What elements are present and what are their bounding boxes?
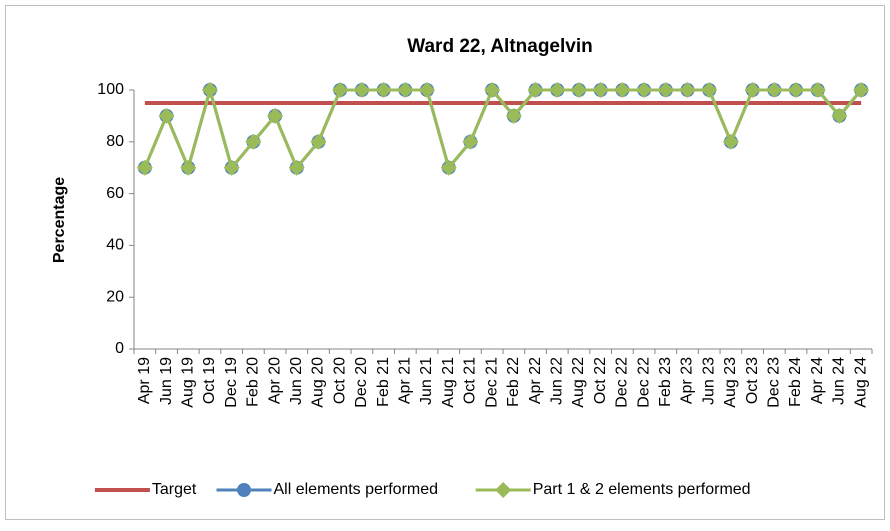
legend-label: Target (152, 481, 197, 498)
x-tick-label: Dec 20 (353, 357, 370, 408)
point (223, 159, 240, 176)
point (853, 82, 870, 98)
x-tick-label: Jun 23 (700, 357, 717, 405)
point (288, 159, 305, 176)
point (332, 82, 349, 98)
y-tick-label: 100 (97, 81, 124, 98)
point (527, 82, 544, 98)
x-tick-label: Dec 22 (635, 357, 652, 408)
legend-label: All elements performed (274, 481, 439, 498)
x-tick-label: Aug 20 (310, 357, 327, 408)
x-tick-label: Oct 20 (331, 357, 348, 404)
x-tick-label: Jun 19 (158, 357, 175, 405)
chart-title: Ward 22, Altnagelvin (407, 36, 592, 57)
x-tick-label: Dec 23 (766, 357, 783, 408)
x-tick-label: Feb 22 (505, 357, 522, 407)
x-tick-label: Oct 19 (201, 357, 218, 404)
x-tick-label: Aug 23 (722, 357, 739, 408)
point (788, 82, 805, 98)
series-line (143, 84, 863, 173)
point (744, 82, 761, 98)
legend-label: Part 1 & 2 elements performed (533, 481, 751, 498)
x-tick-label: Jun 24 (831, 357, 848, 405)
point (592, 82, 609, 98)
x-tick-label: Oct 22 (592, 357, 609, 404)
point (397, 82, 414, 98)
x-tick-label: Apr 24 (809, 357, 826, 404)
legend-marker (495, 482, 512, 498)
x-tick-label: Apr 19 (136, 357, 153, 404)
point (267, 107, 284, 124)
x-tick-label: Aug 22 (570, 357, 587, 408)
point (136, 159, 153, 176)
x-tick-label: Dec 21 (483, 357, 500, 408)
point (636, 82, 653, 98)
point (657, 82, 674, 98)
point (614, 82, 631, 98)
point (831, 107, 848, 124)
point (310, 133, 327, 150)
x-tick-label: Oct 21 (462, 357, 479, 404)
x-tick-label: Aug 24 (852, 357, 869, 408)
x-tick-label: Aug 21 (440, 357, 457, 408)
chart-border (5, 5, 885, 520)
point (570, 82, 587, 98)
point (462, 133, 479, 150)
point (375, 82, 392, 98)
y-tick-label: 80 (106, 133, 124, 150)
x-tick-label: Feb 23 (657, 357, 674, 407)
x-tick-label: Apr 23 (679, 357, 696, 404)
x-tick-label: Feb 20 (245, 357, 262, 407)
x-tick-label: Jun 20 (288, 357, 305, 405)
x-tick-label: Dec 19 (223, 357, 240, 408)
point (245, 133, 262, 150)
x-tick-label: Apr 20 (266, 357, 283, 404)
y-tick-label: 40 (106, 237, 124, 254)
x-tick-label: Aug 19 (179, 357, 196, 408)
y-tick-label: 0 (115, 340, 124, 357)
point (549, 82, 566, 98)
x-tick-label: Jun 21 (418, 357, 435, 405)
point (180, 159, 197, 176)
point (766, 82, 783, 98)
point (484, 82, 501, 98)
point (809, 82, 826, 98)
x-tick-label: Feb 24 (787, 357, 804, 407)
x-tick-label: Jun 22 (548, 357, 565, 405)
x-tick-label: Oct 23 (744, 357, 761, 404)
x-tick-label: Feb 21 (375, 357, 392, 407)
x-tick-label: Dec 22 (614, 357, 631, 408)
point (505, 107, 522, 124)
point (701, 82, 718, 98)
x-tick-label: Apr 21 (397, 357, 414, 404)
point (201, 82, 218, 98)
point (440, 159, 457, 176)
y-tick-label: 60 (106, 185, 124, 202)
legend-marker (237, 483, 251, 497)
point (353, 82, 370, 98)
point (679, 82, 696, 98)
point (158, 107, 175, 124)
point (722, 133, 739, 150)
y-axis-title: Percentage (51, 177, 68, 263)
x-tick-label: Apr 22 (527, 357, 544, 404)
point (419, 82, 436, 98)
y-tick-label: 20 (106, 288, 124, 305)
